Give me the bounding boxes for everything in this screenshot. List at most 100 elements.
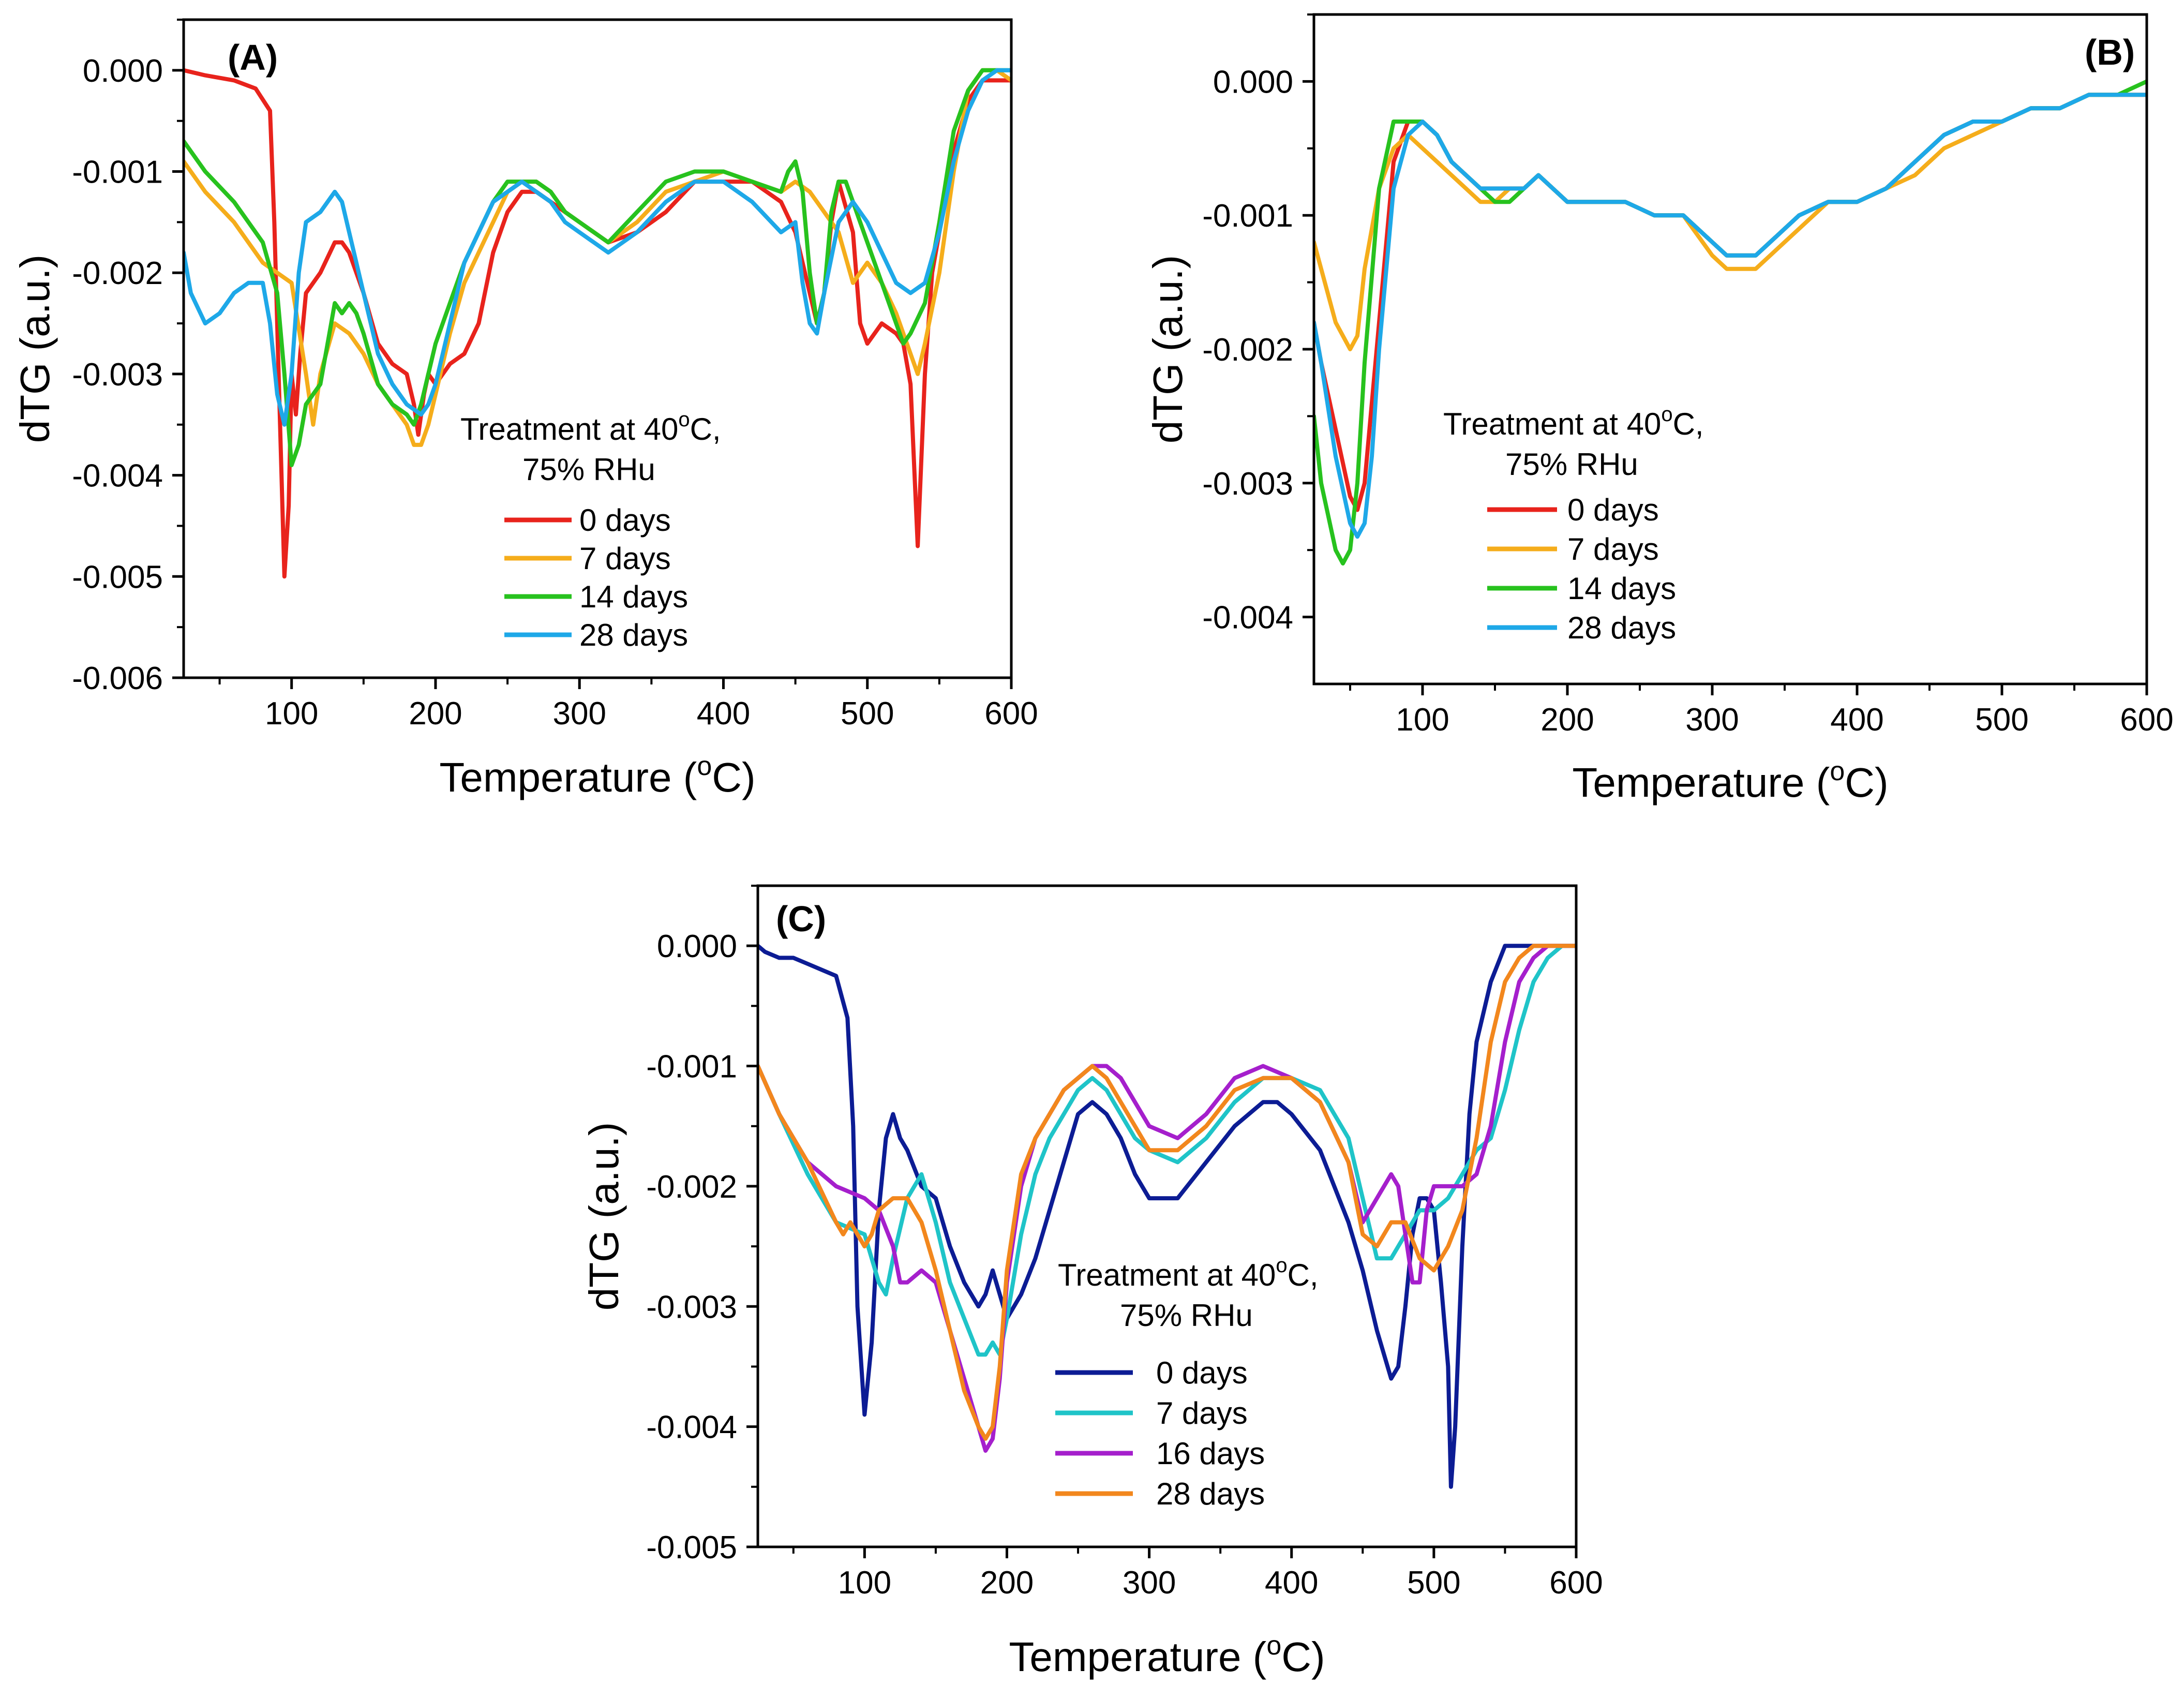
legend-label: 28 days [579,618,688,652]
legend-title-main: Treatment at 40 [1058,1258,1276,1292]
legend-label: 7 days [579,541,671,576]
x-tick-label: 200 [980,1565,1034,1601]
y-axis-title: dTG (a.u.) [581,1122,627,1311]
legend-title-suffix: C, [1673,407,1704,441]
series-group [1314,79,2147,566]
x-tick-label: 200 [1540,702,1594,738]
y-tick-label: -0.002 [72,256,163,291]
y-axis-title: dTG (a.u.) [1145,255,1191,444]
legend-label: 28 days [1156,1477,1265,1511]
panel-3: 100 200 300 400 500 600 0.000 -0.001 -0.002 -0.00… [581,884,1603,1680]
x-axis-title: Temperature (oC) [439,751,755,800]
y-tick-label: 0.000 [83,53,163,89]
legend-label: 28 days [1567,610,1676,645]
x-tick-label: 600 [1549,1565,1603,1601]
series-group [758,944,1576,1489]
x-tick-label: 600 [2120,702,2173,738]
legend-label: 14 days [1567,571,1676,606]
legend-title-line1: Treatment at 40oC, [1058,1254,1319,1292]
y-tick-label: -0.001 [646,1049,737,1085]
legend-title-line2: 75% RHu [1505,447,1638,482]
series-line-14-days [184,68,1011,467]
series-line-7-days [758,944,1576,1357]
legend-label: 7 days [1567,532,1659,567]
legend-title-suffix: C, [1288,1258,1319,1292]
y-tick-label: -0.006 [72,661,163,696]
x-axis-title-main: Temperature ( [439,754,697,800]
y-tick-label: -0.005 [72,559,163,595]
x-tick-label: 300 [552,696,606,732]
legend-label: 16 days [1156,1436,1265,1471]
x-tick-label: 100 [265,696,318,732]
x-tick-label: 100 [838,1565,891,1601]
x-axis-title: Temperature (oC) [1009,1631,1325,1680]
panel-label: (B) [2085,32,2135,72]
x-tick-label: 400 [697,696,750,732]
y-tick-label: -0.003 [1202,466,1293,502]
legend-title-main: Treatment at 40 [460,412,678,446]
x-axis-title-main: Temperature ( [1572,759,1830,806]
series-line-28-days [758,944,1576,1441]
y-tick-label: -0.003 [646,1289,737,1325]
x-axis-title-sup: o [697,751,712,781]
x-axis-title-suffix: C) [1281,1634,1325,1680]
series-line-14-days [1314,79,2147,566]
x-axis-title: Temperature (oC) [1572,756,1888,806]
y-tick-label: -0.001 [1202,198,1293,234]
legend-title-sup: o [1276,1254,1287,1277]
y-tick-label: -0.004 [646,1410,737,1445]
x-tick-label: 500 [1407,1565,1460,1601]
x-tick-label: 400 [1265,1565,1318,1601]
y-tick-label: -0.004 [72,458,163,494]
y-tick-label: -0.005 [646,1530,737,1566]
x-tick-label: 200 [409,696,462,732]
y-tick-label: -0.002 [646,1169,737,1205]
x-tick-label: 500 [841,696,894,732]
legend-title-line1: Treatment at 40oC, [1443,403,1704,441]
panel-label: (A) [228,37,278,78]
x-tick-label: 500 [1975,702,2028,738]
legend-title-line1: Treatment at 40oC, [460,408,721,446]
plot-frame [1312,13,2148,685]
y-tick-label: 0.000 [1213,64,1293,100]
series-group [184,68,1011,579]
legend-label: 14 days [579,579,688,614]
legend-title-sup: o [1661,403,1672,426]
series-line-0-days [1314,93,2147,512]
legend-label: 7 days [1156,1396,1248,1430]
x-tick-label: 600 [984,696,1038,732]
y-tick-label: -0.004 [1202,600,1293,636]
y-tick-label: -0.003 [72,357,163,393]
x-axis-title-sup: o [1266,1631,1281,1661]
x-tick-label: 300 [1123,1565,1176,1601]
legend-label: 0 days [1156,1355,1248,1390]
plot-frame [756,884,1578,1548]
series-line-28-days [184,68,1011,427]
panel-label: (C) [776,899,826,939]
series-line-0-days [184,68,1011,579]
x-axis-title-sup: o [1830,756,1845,786]
x-tick-label: 400 [1830,702,1883,738]
y-tick-label: -0.002 [1202,332,1293,368]
legend: Treatment at 40oC, 75% RHu 0 days 7 days 16 … [1055,1254,1319,1511]
series-line-28-days [1314,93,2147,539]
series-line-0-days [758,944,1576,1489]
x-tick-label: 100 [1396,702,1449,738]
y-tick-label: 0.000 [657,929,737,964]
series-line-7-days [1314,93,2147,351]
legend-title-suffix: C, [690,412,721,446]
x-tick-label: 300 [1685,702,1739,738]
legend-title-line2: 75% RHu [522,452,655,487]
series-line-16-days [758,944,1576,1453]
legend-title-line2: 75% RHu [1120,1298,1253,1333]
legend-label: 0 days [579,503,671,538]
panel-2: 100 200 300 400 500 600 0.000 -0.001 -0.002 -0.00… [1145,13,2174,806]
series-line-7-days [184,68,1011,447]
x-axis-title-suffix: C) [1845,759,1888,806]
legend-title-sup: o [678,408,690,431]
x-axis-title-main: Temperature ( [1009,1634,1266,1680]
y-axis-title: dTG (a.u.) [12,255,58,443]
